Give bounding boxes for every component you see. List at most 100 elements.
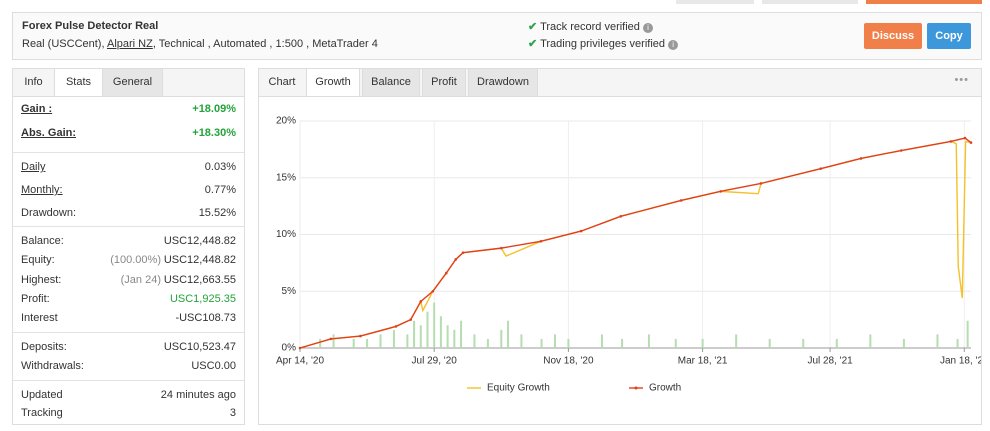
stats-tab[interactable]: General — [103, 69, 163, 96]
volume-bar — [319, 338, 322, 348]
stat-value: USC12,448.82 — [163, 254, 236, 267]
separator — [13, 380, 244, 381]
stat-label[interactable]: Abs. Gain: — [21, 127, 77, 139]
volume-bar — [869, 334, 872, 348]
point — [899, 149, 903, 152]
account-info: Real (USCCent), Alpari NZ, Technical , A… — [22, 38, 378, 50]
stat-label[interactable]: Monthly: — [21, 184, 63, 196]
info-icon[interactable]: i — [642, 23, 653, 33]
stat-value: +18.09% — [192, 103, 236, 115]
volume-bar — [802, 338, 805, 348]
volume-bar — [426, 311, 429, 348]
stats-tab[interactable]: Info — [13, 69, 55, 96]
stat-value: USC0.00 — [191, 360, 236, 372]
info-icon[interactable]: i — [668, 40, 679, 50]
header: Forex Pulse Detector Real Real (USCCent)… — [12, 12, 982, 60]
separator — [13, 332, 244, 333]
stat-label: Drawdown: — [21, 207, 77, 219]
volume-bar — [413, 320, 416, 348]
chart-tab[interactable]: Profit — [422, 69, 466, 96]
stat-label: Equity: — [21, 254, 55, 267]
volume-bar — [936, 334, 939, 348]
y-tick-label: 20% — [276, 116, 296, 127]
stat-label: Tracking — [21, 407, 63, 419]
stat-value: USC1,925.35 — [169, 292, 236, 305]
stat-value: USC12,448.82 — [163, 235, 236, 247]
point — [431, 289, 435, 293]
copy-button[interactable]: Copy — [927, 23, 971, 49]
stat-label: Interest — [21, 312, 58, 325]
y-tick-label: 10% — [276, 229, 296, 240]
point — [444, 271, 448, 275]
y-tick-label: 15% — [276, 172, 296, 183]
point — [359, 334, 362, 338]
stats-panel: Info Stats General Gain : +18.09% Abs. Gain:… — [12, 68, 245, 425]
volume-bar — [446, 325, 449, 348]
volume-bar — [835, 338, 838, 348]
chart-label: Chart — [268, 76, 296, 88]
volume-bar — [520, 334, 523, 348]
volume-bar — [768, 338, 771, 348]
point — [329, 337, 333, 341]
stat-value: USC10,523.47 — [163, 341, 236, 353]
volume-bar — [647, 334, 650, 348]
stat-label[interactable]: Gain : — [21, 103, 53, 115]
stat-value: +18.30% — [192, 127, 236, 139]
stat-value: 15.52% — [198, 207, 236, 219]
volume-bar — [453, 329, 456, 348]
point — [539, 240, 543, 243]
volume-bar — [500, 329, 503, 348]
stat-label: Highest: — [21, 273, 62, 286]
discuss-button[interactable]: Discuss — [864, 23, 922, 49]
volume-bar — [553, 334, 556, 348]
stat-label: Updated — [21, 389, 63, 401]
stats-tab[interactable]: Stats — [55, 69, 103, 96]
point — [500, 246, 503, 250]
volume-bar — [567, 338, 570, 348]
y-tick-label: 0% — [282, 343, 297, 354]
volume-bar — [701, 338, 704, 348]
legend-marker — [634, 386, 638, 390]
volume-bar — [507, 320, 510, 348]
chart-tab[interactable]: Balance — [362, 69, 420, 96]
x-tick-label: Mar 18, '21 — [678, 356, 728, 367]
point — [859, 157, 863, 160]
volume-bar — [735, 334, 738, 348]
series-line — [299, 137, 972, 349]
volume-bar — [439, 316, 442, 348]
chart-tab[interactable]: Drawdown — [468, 69, 538, 96]
point — [579, 229, 583, 233]
point — [949, 140, 953, 143]
volume-bar — [332, 334, 335, 348]
verified-text: Trading privileges verified — [540, 38, 666, 50]
volume-bar — [540, 338, 543, 348]
point — [963, 136, 967, 140]
chart-tab[interactable]: Growth — [306, 69, 360, 96]
volume-bar — [473, 334, 476, 348]
volume-bar — [460, 320, 463, 348]
menu-dots[interactable]: ••• — [954, 74, 969, 86]
account-suffix: , Technical , Automated , 1:500 , MetaTr… — [152, 38, 378, 50]
verified-1: ✔ Track record verified i — [528, 20, 653, 33]
stat-note: (Jan 24) — [120, 273, 161, 286]
volume-bar — [419, 325, 422, 348]
stat-value: 0.77% — [204, 184, 236, 196]
separator — [13, 152, 244, 153]
stat-value: 24 minutes ago — [160, 389, 236, 401]
stat-label: Deposits: — [21, 341, 67, 353]
verified-2: ✔ Trading privileges verified i — [528, 37, 679, 50]
y-tick-label: 5% — [282, 286, 297, 297]
chart-tabs: Chart ••• Growth Balance Profit Drawdown — [259, 69, 981, 97]
point — [409, 318, 413, 321]
volume-bar — [902, 338, 905, 348]
volume-bar — [674, 338, 677, 348]
series-line — [299, 140, 972, 349]
account-prefix: Real (USCCent), — [22, 38, 105, 50]
broker-link[interactable]: Alpari NZ — [106, 38, 153, 50]
stat-label[interactable]: Daily — [21, 161, 46, 173]
stat-label: Balance: — [21, 235, 64, 247]
volume-bar — [621, 338, 624, 348]
legend-label: Growth — [649, 383, 681, 394]
x-tick-label: Jul 28, '21 — [807, 356, 853, 367]
cut-button — [866, 0, 982, 4]
